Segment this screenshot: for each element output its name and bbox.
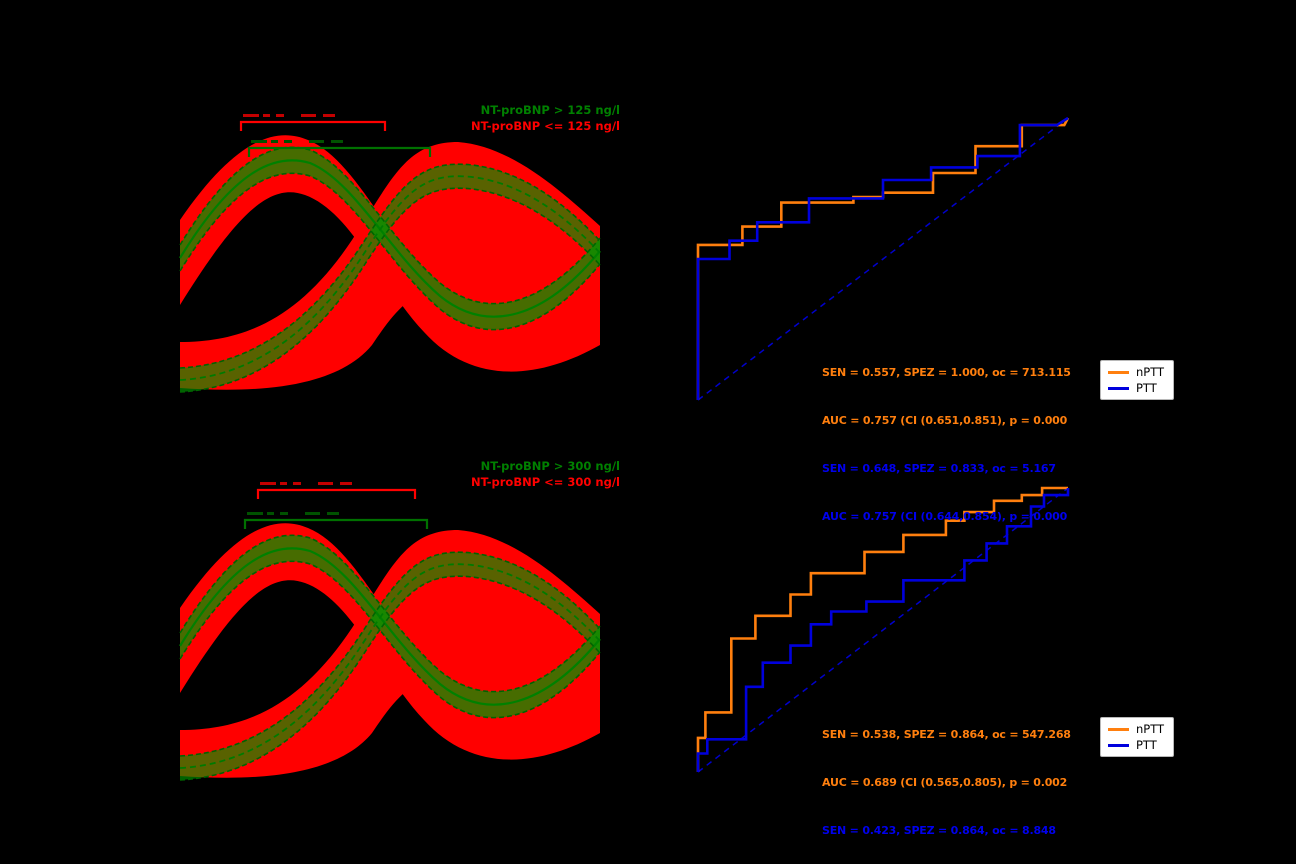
significance-bracket-top_left-0 <box>239 114 387 131</box>
roc-stats-top: SEN = 0.557, SPEZ = 1.000, oc = 713.115 … <box>822 333 1071 557</box>
bracket-label-fragment <box>276 114 284 117</box>
green-band-2-lower-dashed <box>179 187 601 393</box>
bracket-label-fragment <box>284 140 292 143</box>
roc-plot-top_right <box>696 116 1070 401</box>
ptt-line-swatch <box>1108 743 1129 747</box>
green-band-2-center-dashed <box>179 175 601 381</box>
bracket-label-fragment <box>271 140 278 143</box>
green-band-1-upper-dashed <box>179 534 601 693</box>
bracket-label-fragment <box>327 512 339 515</box>
bracket-label-fragment <box>260 482 276 485</box>
legend-bottom-left: NT-proBNP > 300 ng/l NT-proBNP <= 300 ng… <box>358 459 620 490</box>
legend-entry-nptt: nPTT <box>1108 723 1164 735</box>
bracket-label-fragment <box>331 140 343 143</box>
roc-curve-reference-diagonal <box>697 117 1069 401</box>
green-band-1-lower-dashed <box>179 172 601 331</box>
legend-entry-ptt: PTT <box>1108 382 1164 394</box>
band-plot-top_left <box>179 135 601 393</box>
significance-bracket-top_left-1 <box>247 140 432 157</box>
significance-bracket-bottom_left-0 <box>256 482 417 499</box>
significance-bracket-bottom_left-1 <box>243 512 429 529</box>
band-plot-bottom_left <box>179 523 601 781</box>
bracket-label-fragment <box>301 114 316 117</box>
bracket-label-fragment <box>323 114 335 117</box>
bracket-label-fragment <box>247 512 263 515</box>
stat-line-nptt-auc: AUC = 0.757 (CI (0.651,0.851), p = 0.000 <box>822 414 1068 427</box>
legend-top-left: NT-proBNP > 125 ng/l NT-proBNP <= 125 ng… <box>358 103 620 134</box>
bracket-label-fragment <box>263 114 270 117</box>
green-band-1-upper-dashed <box>179 146 601 305</box>
legend-entry-label: nPTT <box>1136 365 1165 379</box>
bracket-label-fragment <box>280 512 288 515</box>
bracket-label-fragment <box>340 482 352 485</box>
stat-line-nptt-auc: AUC = 0.689 (CI (0.565,0.805), p = 0.002 <box>822 776 1068 789</box>
nptt-line-swatch <box>1108 370 1129 374</box>
roc-legend-box-top: nPTT PTT <box>1100 360 1175 400</box>
stat-line-nptt-sen: SEN = 0.557, SPEZ = 1.000, oc = 713.115 <box>822 366 1071 379</box>
green-band-2-upper-dashed <box>179 551 601 757</box>
legend-entry-label: nPTT <box>1136 722 1165 736</box>
red-band-right-hump <box>180 142 600 390</box>
green-band-2-fill <box>180 552 600 780</box>
legend-label-green-300: NT-proBNP > 300 ng/l <box>480 459 620 473</box>
legend-entry-label: PTT <box>1136 738 1157 752</box>
green-band-2-lower-dashed <box>179 575 601 781</box>
bracket-line <box>243 518 429 529</box>
stat-line-ptt-sen: SEN = 0.423, SPEZ = 0.864, oc = 8.848 <box>822 824 1056 837</box>
bracket-label-fragment <box>251 140 267 143</box>
bracket-label-fragment <box>309 140 324 143</box>
legend-label-green-125: NT-proBNP > 125 ng/l <box>480 103 620 117</box>
roc-legend-box-bottom: nPTT PTT <box>1100 717 1175 757</box>
roc-plot-bottom_right <box>696 486 1070 773</box>
bracket-line <box>247 146 432 157</box>
bracket-label-fragment <box>280 482 287 485</box>
green-band-2-upper-dashed <box>179 163 601 369</box>
legend-label-red-300: NT-proBNP <= 300 ng/l <box>470 474 620 489</box>
roc-curve-PTT <box>696 488 1070 772</box>
bracket-label-fragment <box>318 482 333 485</box>
bracket-label-fragment <box>305 512 320 515</box>
green-band-1-fill <box>180 535 600 718</box>
bracket-label-fragment <box>293 482 301 485</box>
green-band-1-fill <box>180 147 600 330</box>
green-band-1-center-line <box>179 159 601 318</box>
bracket-label-fragment <box>243 114 259 117</box>
bracket-label-fragment <box>267 512 274 515</box>
bracket-line <box>256 488 417 499</box>
roc-curve-PTT <box>696 116 1069 400</box>
legend-entry-label: PTT <box>1136 381 1157 395</box>
roc-curve-nPTT <box>696 486 1068 772</box>
stat-line-nptt-sen: SEN = 0.538, SPEZ = 0.864, oc = 547.268 <box>822 728 1071 741</box>
legend-entry-nptt: nPTT <box>1108 366 1164 378</box>
roc-stats-bottom: SEN = 0.538, SPEZ = 0.864, oc = 547.268 … <box>822 695 1071 864</box>
red-band-right-hump <box>180 530 600 778</box>
stat-line-ptt-auc: AUC = 0.757 (CI (0.644,0.854), p = 0.000 <box>822 510 1068 523</box>
stat-line-ptt-sen: SEN = 0.648, SPEZ = 0.833, oc = 5.167 <box>822 462 1056 475</box>
bracket-line <box>239 120 387 131</box>
green-band-1-center-line <box>179 547 601 706</box>
green-band-2-fill <box>180 164 600 392</box>
ptt-line-swatch <box>1108 386 1129 390</box>
legend-entry-ptt: PTT <box>1108 739 1164 751</box>
green-band-2-center-dashed <box>179 563 601 769</box>
nptt-line-swatch <box>1108 727 1129 731</box>
green-band-1-lower-dashed <box>179 560 601 719</box>
legend-label-red-125: NT-proBNP <= 125 ng/l <box>470 118 620 133</box>
